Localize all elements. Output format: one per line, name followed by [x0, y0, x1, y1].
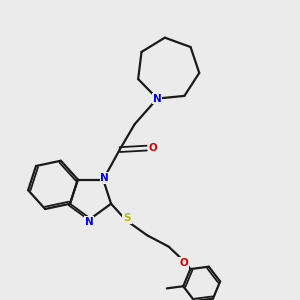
Text: S: S	[123, 213, 131, 224]
Text: O: O	[179, 258, 188, 268]
Text: O: O	[149, 143, 158, 153]
Text: N: N	[153, 94, 162, 103]
Text: N: N	[85, 217, 93, 227]
Text: N: N	[100, 173, 109, 183]
Text: N: N	[100, 173, 109, 183]
